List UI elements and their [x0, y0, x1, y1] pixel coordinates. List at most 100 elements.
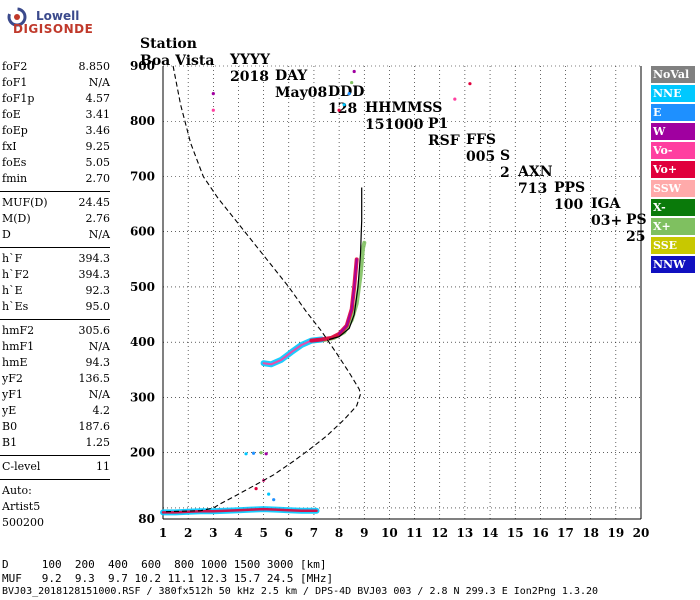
echo-point [272, 498, 276, 502]
header-value-axn: 713 [518, 181, 548, 197]
echo-point [251, 451, 256, 455]
header-value-station: Boa Vista [140, 53, 215, 69]
legend-item-x-plus: X+ [651, 218, 695, 235]
f2-o-trace-w [338, 258, 358, 335]
legend-item-e: E [651, 104, 695, 121]
echo-point [211, 108, 215, 112]
param-value: 187.6 [78, 420, 111, 433]
echo-point [211, 92, 215, 96]
echo-point [264, 452, 268, 456]
y-tick-label: 300 [130, 390, 155, 404]
y-tick-label: 80 [138, 512, 155, 526]
f2-o-trace-vo-plus [309, 257, 359, 343]
param-value: 3.41 [85, 108, 111, 121]
param-value: N/A [88, 388, 110, 401]
param-key: fxI [2, 140, 17, 153]
autoscale-line2: Artist5 [2, 500, 41, 513]
param-key: B0 [2, 420, 18, 433]
echo-point [244, 452, 248, 456]
header-value-ddd: 128 [328, 101, 358, 117]
param-value: N/A [88, 340, 110, 353]
echo-point [468, 82, 472, 86]
param-value: 2.70 [85, 172, 111, 185]
param-key: B1 [2, 436, 18, 449]
y-tick-label: 700 [130, 169, 155, 183]
legend-item-sse: SSE [651, 237, 695, 254]
chart-traces [160, 69, 472, 516]
legend-item-nnw: NNW [651, 256, 695, 273]
echo-point [350, 80, 354, 85]
param-key: foF1p [2, 92, 35, 105]
x-tick-label: 4 [234, 526, 242, 540]
separator [0, 247, 110, 248]
logo-text-digisonde: DIGISONDE [13, 22, 94, 36]
param-value: 305.6 [78, 324, 111, 337]
header-label-station: Station [140, 36, 197, 52]
param-key: D [2, 228, 11, 241]
param-hmf1: hmF1 N/A [2, 340, 110, 356]
y-tick-label: 200 [130, 446, 155, 460]
param-yf2: yF2 136.5 [2, 372, 110, 388]
param-value: 95.0 [85, 300, 111, 313]
x-tick-label: 7 [310, 526, 318, 540]
x-tick-label: 6 [285, 526, 293, 540]
header-label-ddd: DDD [328, 84, 365, 100]
autoscale-line1: Auto: [2, 484, 32, 497]
param-key: hmF2 [2, 324, 35, 337]
param-value: 136.5 [78, 372, 111, 385]
param-key: foF1 [2, 76, 28, 89]
header-label-s: S [500, 148, 511, 164]
echo-point [347, 92, 351, 96]
header-value-iga: 03+ [591, 213, 623, 229]
param-hmf2: hmF2 305.6 [2, 324, 110, 340]
header-label-hhmmss: HHMMSS [365, 100, 443, 116]
param-h-f2: h`F2 394.3 [2, 268, 110, 284]
param-h-es: h`Es 95.0 [2, 300, 110, 316]
legend-item-noval: NoVal [651, 66, 695, 83]
param-fmin: fmin 2.70 [2, 172, 110, 188]
polarization-legend: NoVal NNE E W Vo- Vo+ SSW X- X+ SSE NNW [0, 0, 700, 273]
x-tick-label: 19 [607, 526, 624, 540]
y-tick-label: 400 [130, 335, 155, 349]
legend-item-nne: NNE [651, 85, 695, 102]
y-tick-label: 600 [130, 225, 155, 239]
param-foes: foEs 5.05 [2, 156, 110, 172]
param-m-d: M(D) 2.76 [2, 212, 110, 228]
x-tick-label: 11 [406, 526, 423, 540]
header-label-p1: P1 [428, 116, 449, 132]
x-tick-label: 1 [159, 526, 167, 540]
param-b0: B0 187.6 [2, 420, 110, 436]
x-tick-label: 9 [360, 526, 368, 540]
x-tick-label: 16 [532, 526, 549, 540]
footer-file-info: BVJ03_2018128151000.RSF / 380fx512h 50 k… [2, 586, 599, 597]
header-label-day: DAY [275, 68, 308, 84]
param-key: foEs [2, 156, 27, 169]
param-yf1: yF1 N/A [2, 388, 110, 404]
x-tick-label: 18 [582, 526, 599, 540]
param-key: yF2 [2, 372, 23, 385]
legend-item-ssw: SSW [651, 180, 695, 197]
param-key: foEp [2, 124, 28, 137]
header-value-p1: RSF [428, 133, 460, 149]
param-muf-d: MUF(D) 24.45 [2, 196, 110, 212]
x-tick-label: 14 [482, 526, 499, 540]
param-value: 394.3 [78, 252, 111, 265]
separator [0, 191, 110, 192]
echo-point [267, 492, 271, 496]
separator [0, 319, 110, 320]
separator [0, 455, 110, 456]
chart-tick-labels: 1 2 3 4 5 6 7 8 9 10 11 12 13 14 15 16 17 18 19 20802003004… [130, 59, 649, 540]
param-value: N/A [88, 228, 110, 241]
e-layer-trace-vo-plus [161, 507, 318, 514]
param-c-level: C-level 11 [2, 460, 110, 476]
param-value: 94.3 [85, 356, 111, 369]
virtual-height-curve [328, 187, 363, 341]
footer-muf-row: MUF 9.2 9.3 9.7 10.2 11.1 12.3 15.7 24.5… [2, 572, 334, 585]
header-label-axn: AXN [518, 164, 553, 180]
echo-point [259, 451, 263, 455]
param-fof2: foF2 8.850 [2, 60, 110, 76]
param-key: M(D) [2, 212, 31, 225]
param-key: foF2 [2, 60, 28, 73]
header-label-yyyy: YYYY [230, 52, 270, 68]
